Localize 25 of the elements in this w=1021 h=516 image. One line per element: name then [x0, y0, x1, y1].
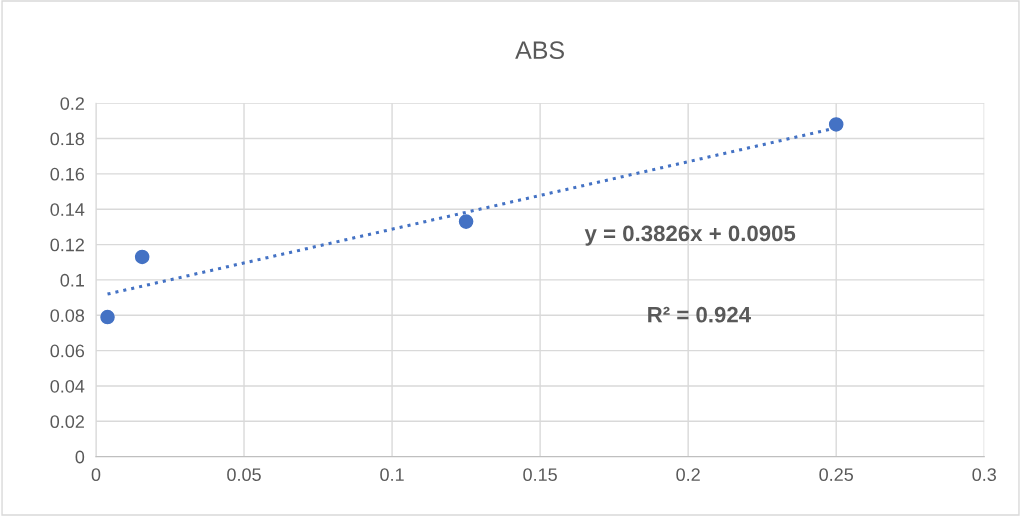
x-tick-label: 0.05: [227, 468, 261, 482]
annotation: R² = 0.924: [648, 306, 751, 323]
x-tick-label: 0: [91, 468, 101, 482]
y-tick-label: 0.2: [60, 97, 84, 110]
chart-title: ABS: [515, 41, 564, 59]
x-tick-label: 0.25: [819, 468, 854, 482]
point: [134, 249, 150, 265]
x-tick-label: 0.1: [380, 468, 404, 482]
y-tick-label: 0.16: [50, 167, 85, 181]
y-tick-label: 0.02: [50, 415, 84, 429]
y-tick-label: 0.04: [50, 379, 85, 393]
point: [100, 309, 115, 325]
x-tick-label: 0.3: [972, 468, 996, 482]
y-tick-label: 0.1: [60, 273, 84, 287]
y-tick-label: 0: [75, 450, 85, 464]
point: [828, 117, 844, 132]
x-tick-label: 0.15: [523, 468, 557, 482]
y-tick-label: 0.12: [50, 238, 84, 252]
y-tick-label: 0.14: [50, 203, 85, 216]
annotation: y = 0.3826x + 0.0905: [584, 225, 796, 246]
y-tick-label: 0.06: [50, 344, 85, 358]
x-tick-label: 0.2: [676, 468, 700, 482]
point: [458, 214, 474, 229]
y-tick-label: 0.08: [50, 309, 85, 322]
y-tick-label: 0.18: [50, 132, 85, 146]
